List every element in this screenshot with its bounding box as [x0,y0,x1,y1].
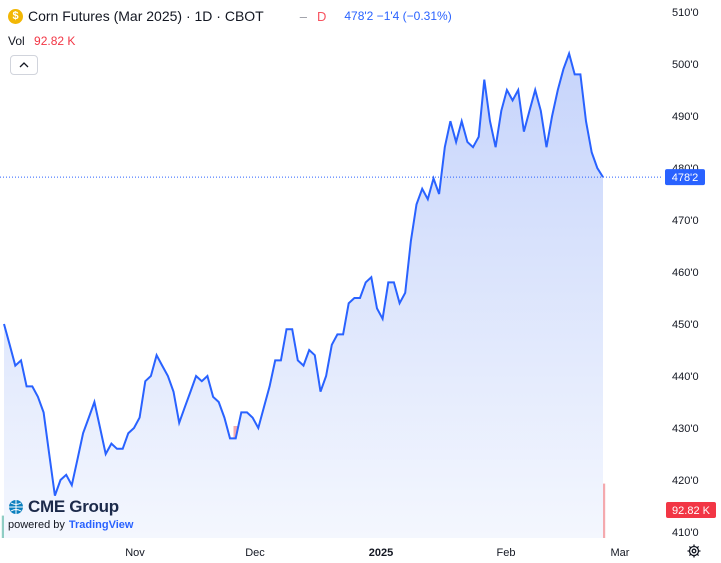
price-badge-text: 478'2 [672,172,699,184]
brand-name: CME Group [28,497,119,516]
x-tick-label: Feb [497,547,516,559]
y-tick-label: 490'0 [672,111,699,123]
brand-watermark: CME Group powered by TradingView [8,497,133,531]
y-tick-label: 470'0 [672,215,699,227]
volume-value: 92.82 K [34,34,76,48]
y-tick-label: 410'0 [672,527,699,539]
y-tick-label: 430'0 [672,423,699,435]
last-quote: 478'2 −1'4 (−0.31%) [344,9,452,23]
x-tick-label: Nov [125,547,145,559]
y-tick-label: 420'0 [672,475,699,487]
chart-header: $ Corn Futures (Mar 2025) · 1D · CBOT – … [8,8,452,24]
volume-badge: 92.82 K [666,502,716,518]
provider-name[interactable]: TradingView [68,519,134,531]
interval-badge: D [316,8,327,24]
y-tick-label: 510'0 [672,7,699,19]
price-line [3,50,604,496]
symbol-title[interactable]: Corn Futures (Mar 2025) · 1D · CBOT [28,8,264,24]
y-tick-label: 440'0 [672,371,699,383]
volume-badge-text: 92.82 K [672,505,711,517]
x-tick-label: Mar [611,547,630,559]
chevron-up-icon [19,62,29,68]
y-tick-label: 450'0 [672,319,699,331]
cme-globe-icon [9,500,23,514]
x-tick-label: 2025 [369,547,393,559]
dollar-coin-icon[interactable]: $ [8,8,23,24]
y-tick-label: 500'0 [672,59,699,71]
price-badge: 478'2 [665,169,705,186]
powered-by-label: powered by [8,519,65,531]
powered-by: powered by TradingView [8,519,133,531]
header-dash: – [299,8,307,24]
volume-legend: Vol 92.82 K [8,34,75,48]
gear-icon[interactable] [687,544,701,558]
volume-bar [1,515,7,538]
y-tick-label: 460'0 [672,267,699,279]
y-axis[interactable]: 410'0420'0430'0440'0450'0460'0470'0480'0… [672,7,699,539]
x-axis[interactable]: Nov Dec 2025 Feb Mar [125,547,630,559]
price-area [4,53,603,538]
collapse-button[interactable] [10,55,38,75]
x-tick-label: Dec [245,547,265,559]
volume-label: Vol [8,34,25,48]
